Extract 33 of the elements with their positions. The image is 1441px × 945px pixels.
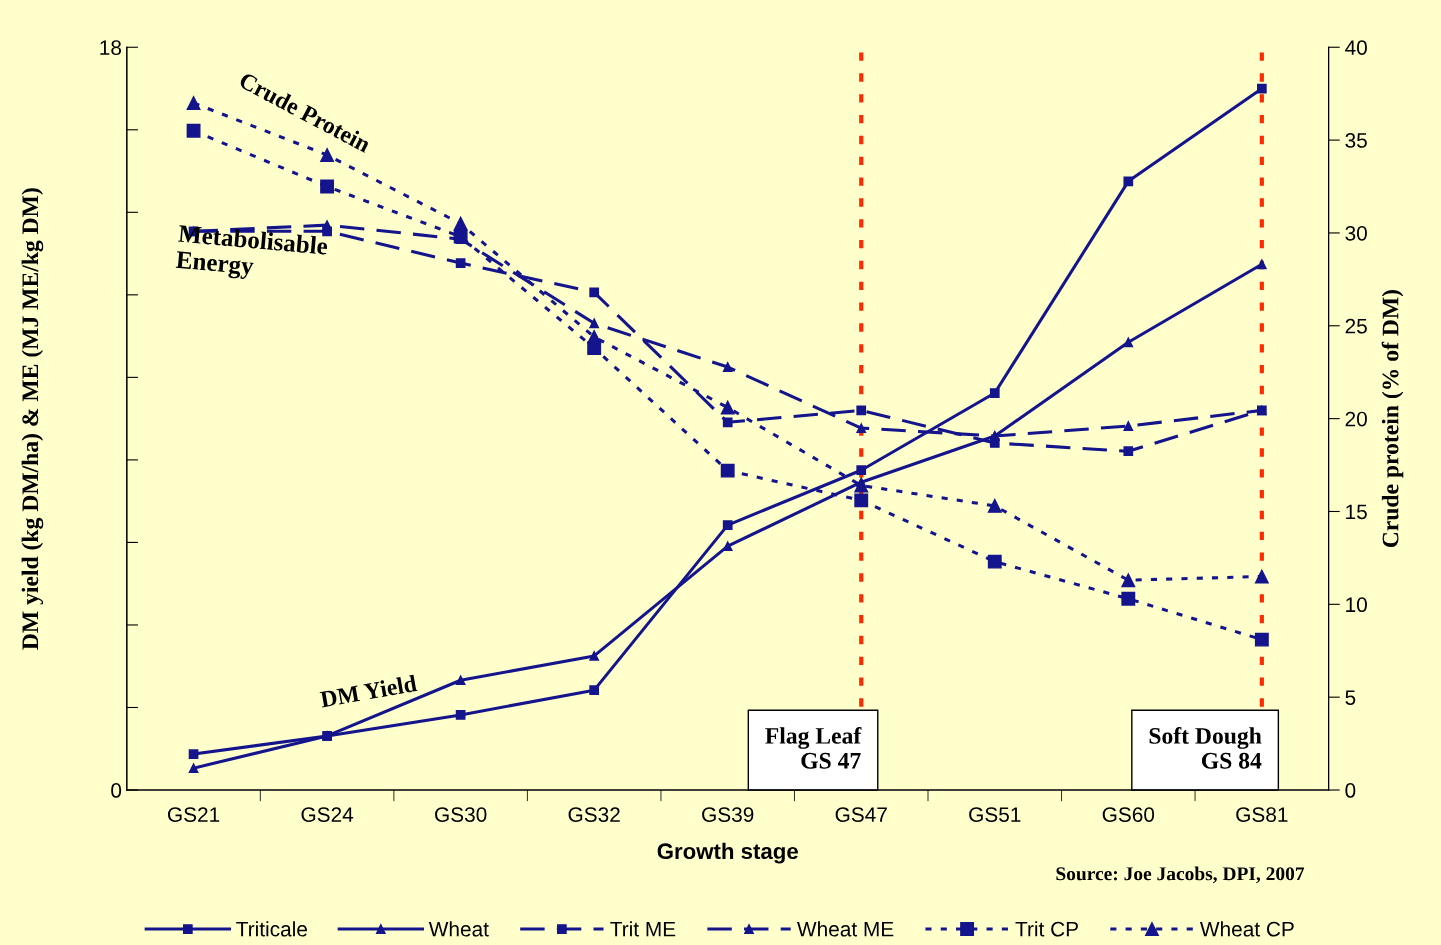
x-tick-label: GS24 <box>301 807 354 822</box>
y2-tick-label: 25 <box>1345 318 1367 334</box>
legend-label: Trit CP <box>1015 921 1078 937</box>
source-note: Source: Joe Jacobs, DPI, 2007 <box>1056 866 1305 884</box>
y2-tick-label: 20 <box>1345 411 1367 427</box>
ref-line-label: Soft Dough GS 84 <box>1149 726 1262 769</box>
x-tick-label: GS21 <box>167 807 220 822</box>
x-tick-label: GS51 <box>969 807 1021 822</box>
x-tick-label: GS30 <box>435 807 487 822</box>
legend-label: Wheat CP <box>1199 921 1294 937</box>
x-tick-label: GS47 <box>835 807 887 822</box>
y-axis-title: DM yield (kg DM/ha) & ME (MJ ME/kg DM) <box>21 188 44 650</box>
x-axis-title: Growth stage <box>657 842 798 864</box>
y2-tick-label: 30 <box>1345 225 1367 241</box>
annotation: DM Yield <box>319 674 418 708</box>
y2-tick-label: 5 <box>1345 690 1356 705</box>
legend-label: Trit ME <box>610 921 676 937</box>
y2-tick-label: 15 <box>1346 504 1367 520</box>
y-tick-label: 18 <box>100 40 122 55</box>
x-tick-label: GS60 <box>1102 807 1155 822</box>
annotation: Metabolisable Energy <box>175 224 328 280</box>
y2-tick-label: 0 <box>1345 783 1356 798</box>
y2-tick-label: 35 <box>1345 133 1367 148</box>
y2-tick-label: 40 <box>1345 40 1367 55</box>
legend-label: Wheat <box>428 921 489 937</box>
y2-axis-title: Crude protein (% of DM) <box>1381 290 1404 548</box>
legend-label: Triticale <box>236 921 307 937</box>
x-tick-label: GS32 <box>568 807 620 822</box>
ref-line-label: Flag Leaf GS 47 <box>765 726 862 769</box>
y2-tick-label: 10 <box>1346 597 1367 613</box>
x-tick-label: GS81 <box>1236 807 1288 822</box>
legend-label: Wheat ME <box>797 921 894 937</box>
x-tick-label: GS39 <box>702 807 754 822</box>
